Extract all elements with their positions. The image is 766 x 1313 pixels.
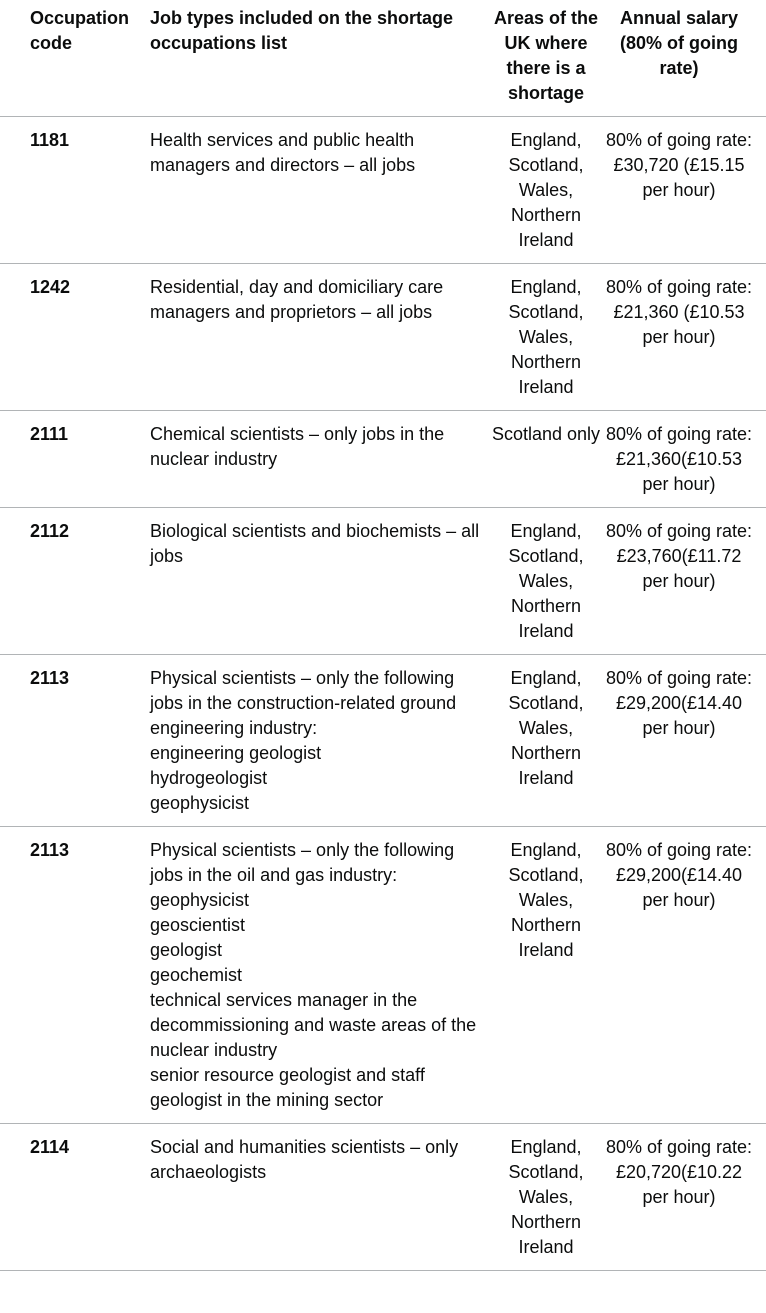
shortage-areas: Scotland only [490,410,602,508]
table-row: 1181 Health services and public health ma… [0,116,766,264]
header-occupation-code: Occupation code [0,0,145,117]
job-type-line: Physical scientists – only the following… [150,668,457,738]
shortage-areas: England, Scotland, Wales, Northern Irela… [490,507,602,655]
occupation-code: 1242 [0,263,145,411]
job-types-cell: Residential, day and domiciliary care ma… [145,263,490,411]
table-header: Occupation code Job types included on th… [0,0,766,117]
annual-salary: 80% of going rate: £21,360 (£10.53 per h… [602,263,766,411]
annual-salary: 80% of going rate: £20,720(£10.22 per ho… [602,1123,766,1271]
job-type-line: geophysicist [150,793,250,813]
job-type-line: geophysicist [150,890,250,910]
annual-salary: 80% of going rate: £23,760(£11.72 per ho… [602,507,766,655]
table-row: 2113 Physical scientists – only the follo… [0,826,766,1124]
job-types-cell: Physical scientists – only the following… [145,654,490,827]
occupation-code: 2112 [0,507,145,655]
annual-salary: 80% of going rate: £29,200(£14.40 per ho… [602,826,766,1124]
header-areas: Areas of the UK where there is a shortag… [490,0,602,117]
job-type-line: geologist [150,940,223,960]
job-types-cell: Chemical scientists – only jobs in the n… [145,410,490,508]
header-annual-salary: Annual salary (80% of going rate) [602,0,766,117]
job-type-line: technical services manager in the decomm… [150,990,477,1060]
occupation-code: 2114 [0,1123,145,1271]
job-type-line: engineering geologist [150,743,322,763]
occupation-code: 2111 [0,410,145,508]
shortage-areas: England, Scotland, Wales, Northern Irela… [490,826,602,1124]
job-type-line: senior resource geologist and staff geol… [150,1065,425,1110]
table-row: 2114 Social and humanities scientists – o… [0,1123,766,1271]
job-type-line: geoscientist [150,915,246,935]
job-types-cell: Physical scientists – only the following… [145,826,490,1124]
shortage-areas: England, Scotland, Wales, Northern Irela… [490,263,602,411]
shortage-areas: England, Scotland, Wales, Northern Irela… [490,654,602,827]
table-body: 1181 Health services and public health ma… [0,116,766,1271]
table-row: 1242 Residential, day and domiciliary car… [0,263,766,411]
annual-salary: 80% of going rate: £29,200(£14.40 per ho… [602,654,766,827]
job-type-line: Chemical scientists – only jobs in the n… [150,424,445,469]
shortage-areas: England, Scotland, Wales, Northern Irela… [490,1123,602,1271]
job-type-line: Social and humanities scientists – only … [150,1137,459,1182]
job-types-cell: Biological scientists and biochemists – … [145,507,490,655]
job-type-line: hydrogeologist [150,768,268,788]
table-row: 2113 Physical scientists – only the follo… [0,654,766,827]
job-type-line: Physical scientists – only the following… [150,840,455,885]
table-row: 2112 Biological scientists and biochemist… [0,507,766,655]
header-row: Occupation code Job types included on th… [0,0,766,117]
occupation-code: 2113 [0,654,145,827]
job-type-line: Residential, day and domiciliary care ma… [150,277,444,322]
job-types-cell: Social and humanities scientists – only … [145,1123,490,1271]
shortage-areas: England, Scotland, Wales, Northern Irela… [490,116,602,264]
occupation-code: 2113 [0,826,145,1124]
header-job-types: Job types included on the shortage occup… [145,0,490,117]
job-types-cell: Health services and public health manage… [145,116,490,264]
shortage-occupations-table: Occupation code Job types included on th… [0,0,766,1271]
job-type-line: Health services and public health manage… [150,130,416,175]
annual-salary: 80% of going rate: £30,720 (£15.15 per h… [602,116,766,264]
job-type-line: Biological scientists and biochemists – … [150,521,480,566]
annual-salary: 80% of going rate: £21,360(£10.53 per ho… [602,410,766,508]
job-type-line: geochemist [150,965,243,985]
occupation-code: 1181 [0,116,145,264]
table-row: 2111 Chemical scientists – only jobs in t… [0,410,766,508]
